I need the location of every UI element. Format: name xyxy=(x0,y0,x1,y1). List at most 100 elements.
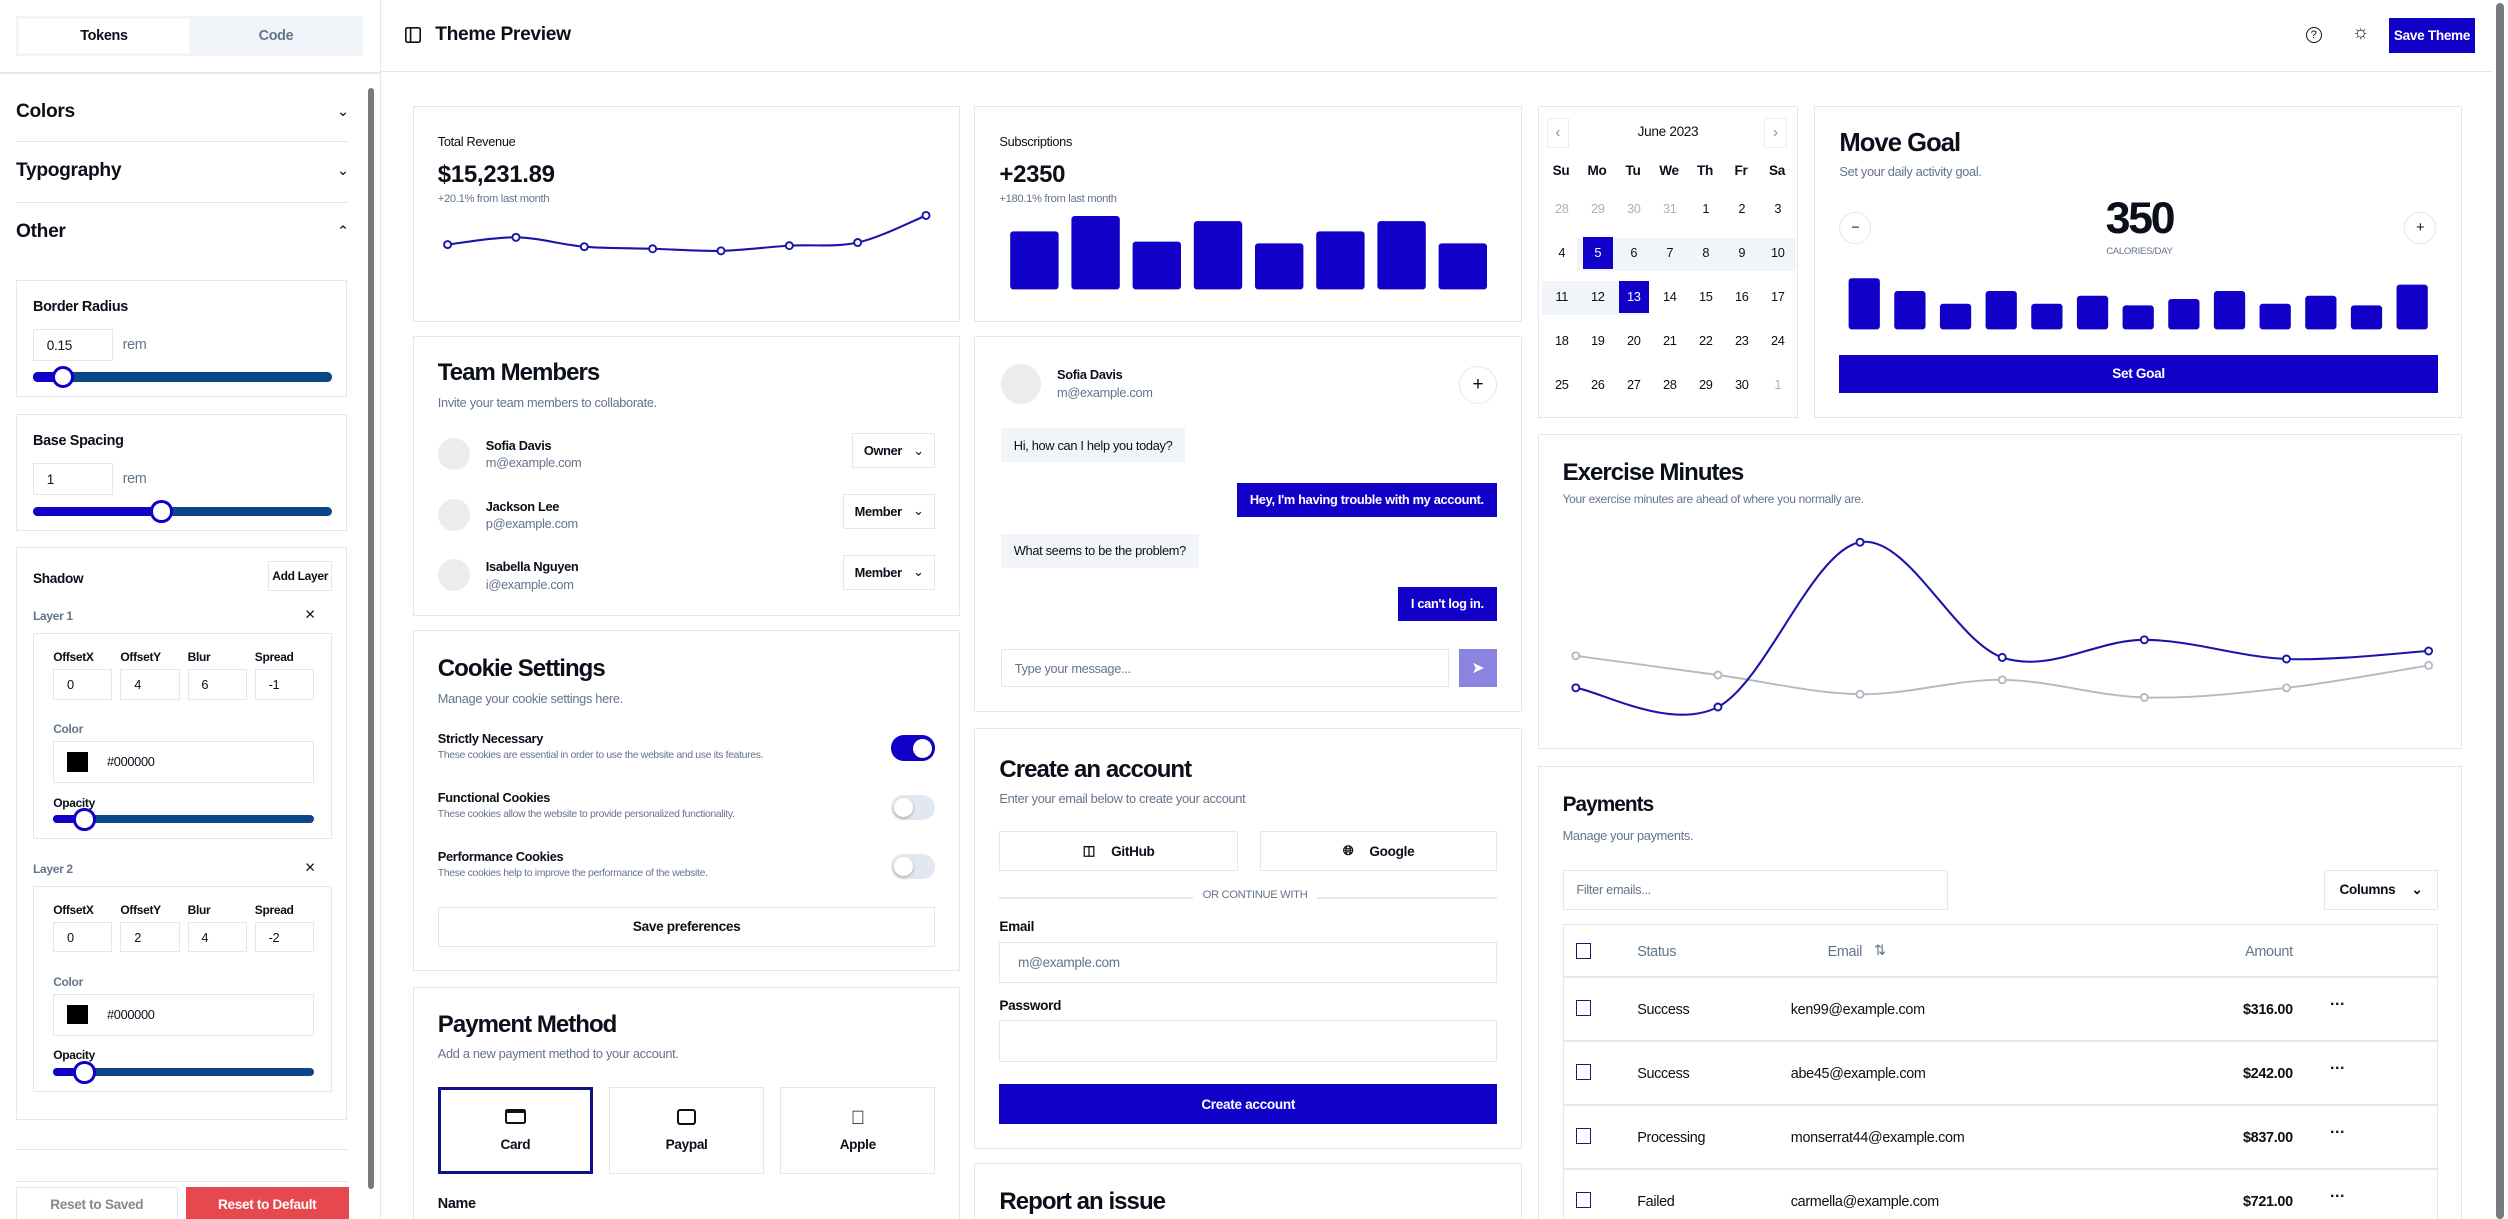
role-select[interactable]: Member ⌄ xyxy=(842,554,936,590)
base-spacing-slider[interactable] xyxy=(33,500,333,523)
calendar-day[interactable]: 20 xyxy=(1626,333,1641,349)
calendar-day[interactable]: 18 xyxy=(1554,333,1569,349)
accordion-colors[interactable]: Colors ⌄ xyxy=(16,96,349,128)
calendar-day[interactable]: 10 xyxy=(1770,245,1785,261)
row-actions-more-icon[interactable]: ··· xyxy=(2329,995,2346,1013)
exercise-current-point[interactable] xyxy=(1570,682,1580,692)
row-checkbox[interactable] xyxy=(1576,1128,1591,1145)
sidebar-toggle-icon[interactable] xyxy=(404,27,421,44)
accordion-typography[interactable]: Typography ⌄ xyxy=(16,155,349,187)
color-swatch[interactable] xyxy=(66,1005,88,1025)
reset-to-default-button[interactable]: Reset to Default xyxy=(185,1187,349,1219)
page-scrollbar[interactable] xyxy=(2496,3,2504,1219)
calendar-day[interactable]: 19 xyxy=(1590,333,1605,349)
color-input[interactable]: #000000 xyxy=(53,741,314,783)
calendar-day[interactable]: 6 xyxy=(1630,245,1638,261)
calendar-day[interactable]: 3 xyxy=(1774,201,1782,217)
subscriptions-bar[interactable] xyxy=(1010,230,1059,289)
email-input[interactable]: m@example.com xyxy=(999,941,1497,984)
calendar-day[interactable]: 1 xyxy=(1774,377,1782,393)
decrease-button[interactable]: − xyxy=(1839,212,1872,245)
move-goal-bar[interactable] xyxy=(2396,284,2429,329)
reset-to-saved-button[interactable]: Reset to Saved xyxy=(16,1187,178,1219)
row-actions-more-icon[interactable]: ··· xyxy=(2329,1187,2346,1205)
cookie-toggle[interactable] xyxy=(890,735,936,761)
shadow-field-input[interactable]: 0 xyxy=(53,921,113,953)
exercise-current-point[interactable] xyxy=(1997,652,2007,662)
revenue-point[interactable] xyxy=(921,210,931,220)
payment-option-paypal[interactable]: Paypal xyxy=(608,1087,765,1174)
exercise-average-point[interactable] xyxy=(1997,674,2007,684)
row-checkbox[interactable] xyxy=(1576,1192,1591,1209)
google-button[interactable]: 🌐︎ Google xyxy=(1260,831,1497,872)
revenue-point[interactable] xyxy=(442,239,452,249)
calendar-day[interactable]: 25 xyxy=(1554,377,1569,393)
exercise-average-point[interactable] xyxy=(1713,670,1723,680)
calendar-day[interactable]: 21 xyxy=(1662,333,1677,349)
slider-thumb[interactable] xyxy=(150,500,173,523)
revenue-point[interactable] xyxy=(784,240,794,250)
filter-emails-input[interactable]: Filter emails... xyxy=(1562,869,1949,910)
revenue-point[interactable] xyxy=(511,232,521,242)
exercise-average-point[interactable] xyxy=(1855,689,1865,699)
slider-thumb[interactable] xyxy=(51,365,75,389)
move-goal-bar[interactable] xyxy=(1848,277,1881,329)
calendar-day[interactable]: 28 xyxy=(1662,377,1677,393)
calendar-day[interactable]: 17 xyxy=(1770,289,1785,305)
subscriptions-bar[interactable] xyxy=(1071,215,1121,289)
previous-month-button[interactable]: ‹ xyxy=(1546,117,1569,149)
color-swatch[interactable] xyxy=(66,752,88,772)
opacity-slider[interactable] xyxy=(53,808,314,831)
shadow-field-input[interactable]: -1 xyxy=(254,669,314,700)
column-header-email[interactable]: Email xyxy=(1827,944,1863,961)
calendar-day-selected[interactable]: 13 xyxy=(1618,280,1649,313)
calendar-day[interactable]: 9 xyxy=(1738,245,1746,261)
create-account-button[interactable]: Create account xyxy=(999,1084,1497,1125)
save-theme-button[interactable]: Save Theme xyxy=(2388,17,2476,53)
save-preferences-button[interactable]: Save preferences xyxy=(437,906,936,947)
next-month-button[interactable]: › xyxy=(1764,117,1787,149)
github-button[interactable]: ◫ GitHub xyxy=(999,831,1238,872)
move-goal-bar[interactable] xyxy=(2031,303,2063,329)
subscriptions-bar[interactable] xyxy=(1438,242,1488,289)
exercise-current-point[interactable] xyxy=(1713,702,1723,712)
payment-option-apple[interactable]:  Apple xyxy=(780,1087,936,1174)
role-select[interactable]: Owner ⌄ xyxy=(852,433,936,469)
cookie-toggle[interactable] xyxy=(890,853,936,880)
revenue-point[interactable] xyxy=(647,243,657,253)
calendar-day-selected[interactable]: 5 xyxy=(1582,236,1613,269)
calendar-day[interactable]: 23 xyxy=(1734,333,1749,349)
revenue-point[interactable] xyxy=(716,245,726,255)
calendar-day[interactable]: 15 xyxy=(1698,289,1713,305)
color-input[interactable]: #000000 xyxy=(53,993,314,1036)
move-goal-bar[interactable] xyxy=(2305,295,2337,329)
move-goal-bar[interactable] xyxy=(1985,290,2018,329)
calendar-day[interactable]: 28 xyxy=(1554,201,1569,217)
subscriptions-bar[interactable] xyxy=(1255,242,1304,289)
opacity-slider[interactable] xyxy=(53,1061,314,1084)
slider-thumb[interactable] xyxy=(73,808,96,831)
exercise-current-point[interactable] xyxy=(2423,646,2433,656)
move-goal-bar[interactable] xyxy=(2077,295,2109,329)
exercise-average-point[interactable] xyxy=(2139,692,2149,702)
shadow-field-input[interactable]: 6 xyxy=(187,669,247,700)
message-input[interactable]: Type your message... xyxy=(1000,649,1449,688)
sort-icon[interactable]: ⇅ xyxy=(1873,942,1886,959)
sidebar-scrollbar[interactable] xyxy=(368,88,375,1189)
remove-layer-close-icon[interactable]: × xyxy=(305,856,315,877)
move-goal-bar[interactable] xyxy=(1940,303,1972,329)
payment-option-card[interactable]: Card xyxy=(437,1087,593,1174)
accordion-other[interactable]: Other ⌃ xyxy=(16,216,349,248)
subscriptions-bar[interactable] xyxy=(1316,230,1365,289)
set-goal-button[interactable]: Set Goal xyxy=(1839,354,2438,393)
row-checkbox[interactable] xyxy=(1576,1000,1591,1017)
shadow-field-input[interactable]: -2 xyxy=(254,921,314,953)
calendar-day[interactable]: 7 xyxy=(1666,245,1674,261)
slider-thumb[interactable] xyxy=(73,1061,96,1084)
exercise-average-point[interactable] xyxy=(1570,650,1580,660)
calendar-day[interactable]: 27 xyxy=(1626,377,1641,393)
move-goal-bar[interactable] xyxy=(2122,304,2155,329)
revenue-point[interactable] xyxy=(579,241,589,251)
add-layer-button[interactable]: Add Layer xyxy=(268,560,333,592)
new-message-plus-icon[interactable]: + xyxy=(1458,365,1497,405)
